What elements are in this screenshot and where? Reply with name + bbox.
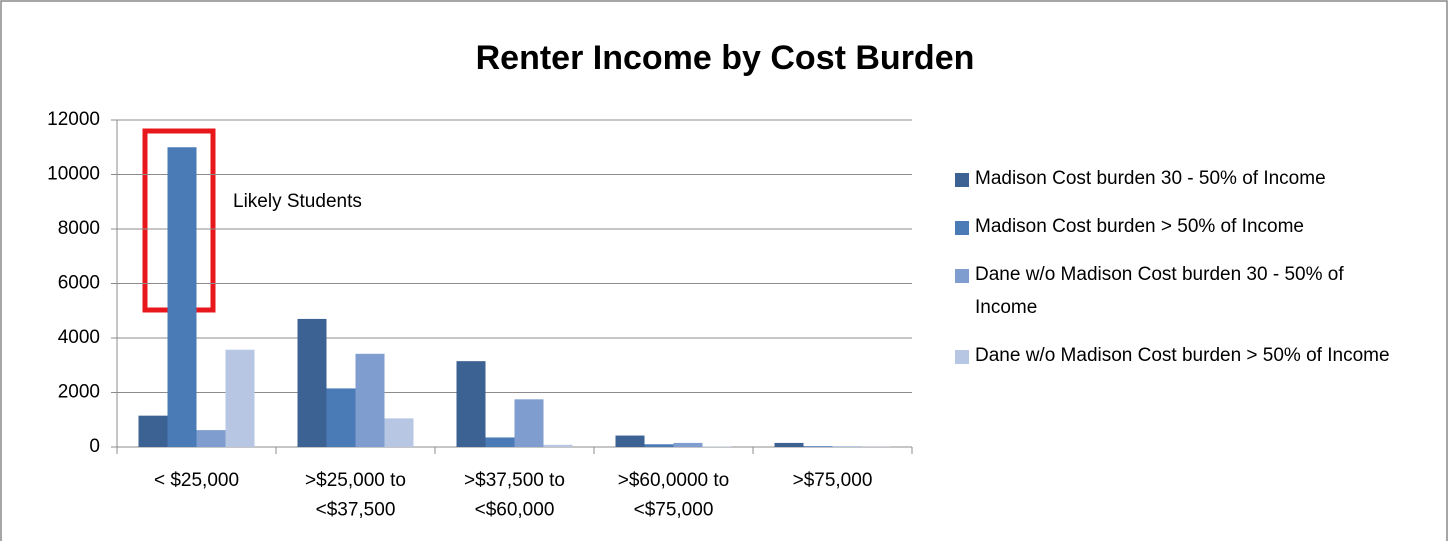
legend-label: Madison Cost burden 30 - 50% of Income — [975, 168, 1326, 189]
x-tick-label: >$60,0000 to <$75,000 — [618, 470, 729, 520]
bar — [514, 399, 544, 447]
bar — [702, 446, 732, 447]
bar — [803, 446, 833, 447]
legend-item: Dane w/o Madison Cost burden 30 - 50% of… — [955, 258, 1405, 324]
bar — [326, 388, 356, 447]
y-tick-label: 12000 — [47, 109, 100, 130]
legend-label: Dane w/o Madison Cost burden 30 - 50% of… — [975, 264, 1344, 318]
bar — [615, 435, 645, 447]
legend-swatch — [955, 173, 969, 187]
y-tick-label: 4000 — [58, 327, 100, 348]
legend-swatch — [955, 350, 969, 364]
legend-item: Madison Cost burden 30 - 50% of Income — [955, 162, 1405, 195]
legend-item: Dane w/o Madison Cost burden > 50% of In… — [955, 339, 1405, 372]
x-tick-label: >$25,000 to <$37,500 — [305, 470, 406, 520]
bar — [543, 444, 573, 447]
y-tick-label: 10000 — [47, 164, 100, 185]
legend-swatch — [955, 269, 969, 283]
y-tick-label: 2000 — [58, 382, 100, 403]
bar — [485, 437, 515, 447]
bar — [297, 318, 327, 447]
y-tick-label: 8000 — [58, 218, 100, 239]
x-tick-label: >$37,500 to <$60,000 — [464, 470, 565, 520]
legend-label: Dane w/o Madison Cost burden > 50% of In… — [975, 345, 1390, 366]
bar — [225, 349, 255, 447]
annotation: Likely Students — [233, 191, 362, 212]
bar — [673, 442, 703, 447]
bar — [644, 444, 674, 447]
y-tick-label: 6000 — [58, 273, 100, 294]
bar — [355, 353, 385, 447]
x-tick-label: >$75,000 — [793, 470, 873, 491]
bar — [832, 446, 862, 447]
legend-swatch — [955, 221, 969, 235]
chart-title: Renter Income by Cost Burden — [476, 39, 975, 77]
legend: Madison Cost burden 30 - 50% of Income Ma… — [955, 162, 1405, 372]
bar — [774, 442, 804, 447]
legend-item: Madison Cost burden > 50% of Income — [955, 210, 1405, 243]
y-tick-label: 0 — [89, 436, 100, 457]
bar — [384, 418, 414, 447]
bar — [456, 361, 486, 447]
bar — [167, 147, 197, 447]
bar — [196, 430, 226, 447]
legend-label: Madison Cost burden > 50% of Income — [975, 216, 1304, 237]
x-tick-label: < $25,000 — [154, 470, 239, 491]
bar — [138, 415, 168, 447]
